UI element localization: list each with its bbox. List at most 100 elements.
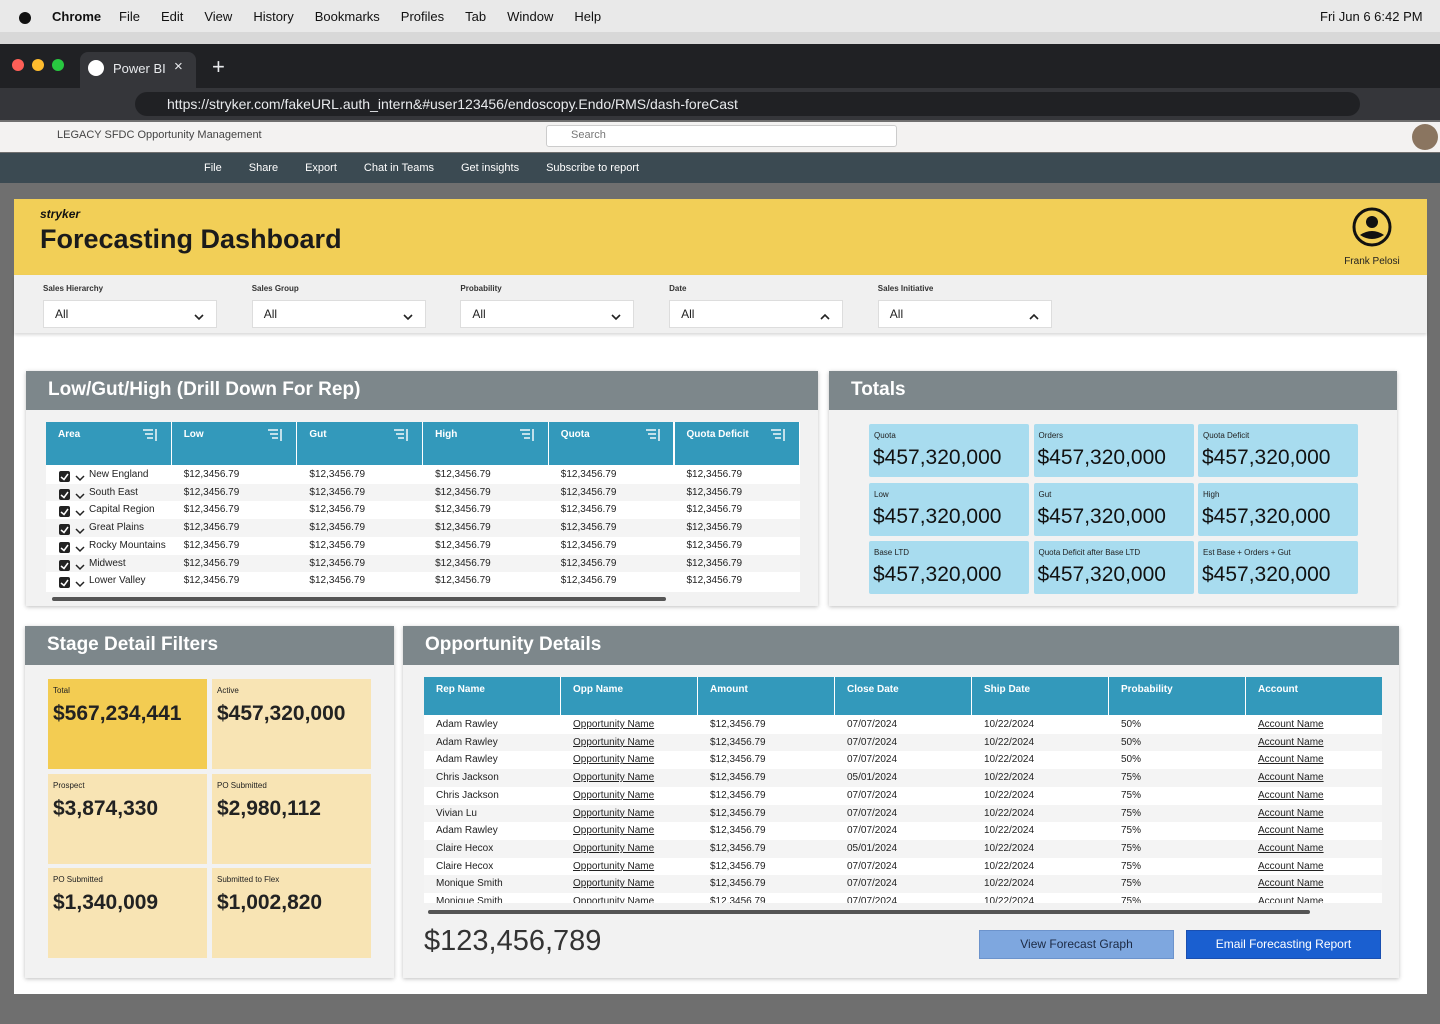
total-value: $457,320,000 — [1202, 504, 1331, 528]
expand-chevron[interactable] — [75, 523, 85, 535]
opp-cell: Adam Rawley — [436, 719, 498, 730]
stage-card[interactable] — [212, 773, 371, 864]
opp-row: Adam Rawley Opportunity Name $12,3456.79 07… — [424, 822, 1382, 840]
panel-title: Totals — [851, 379, 906, 400]
sort-icon[interactable] — [267, 427, 283, 443]
opp-link[interactable]: Opportunity Name — [573, 754, 655, 766]
row-checkbox[interactable] — [59, 575, 70, 589]
opp-row: Claire Hecox Opportunity Name $12,3456.79 0… — [424, 857, 1382, 876]
row-checkbox[interactable] — [59, 487, 70, 500]
cell-value: $12,3456.79 — [183, 575, 240, 587]
row-checkbox[interactable] — [59, 504, 70, 518]
toolbar-item[interactable]: Subscribe to report — [546, 162, 640, 174]
opp-link[interactable]: Account Name — [1258, 789, 1324, 801]
expand-chevron[interactable] — [75, 559, 85, 570]
opp-link[interactable]: Account Name — [1258, 719, 1324, 730]
cell-value: $12,3456.79 — [183, 522, 240, 534]
opp-link[interactable]: Opportunity Name — [573, 896, 655, 903]
opp-link[interactable]: Account Name — [1258, 860, 1324, 872]
toolbar-item[interactable]: Share — [248, 162, 279, 174]
filter-dropdown[interactable] — [877, 300, 1052, 328]
sort-icon[interactable] — [142, 427, 158, 443]
toolbar-item[interactable]: Get insights — [461, 162, 520, 174]
opp-link[interactable]: Opportunity Name — [573, 736, 655, 748]
column-header — [972, 677, 1108, 715]
menu-item[interactable]: View — [204, 9, 233, 24]
menu-item[interactable]: Help — [574, 9, 602, 24]
tab-title[interactable]: Power BI — [113, 61, 166, 76]
action-button[interactable] — [979, 930, 1174, 959]
opp-link[interactable]: Opportunity Name — [573, 719, 655, 730]
sort-icon[interactable] — [645, 427, 661, 443]
filter-dropdown[interactable] — [669, 300, 844, 328]
action-button[interactable] — [1186, 930, 1381, 959]
opp-cell: 75% — [1121, 878, 1142, 890]
opp-link[interactable]: Account Name — [1258, 754, 1324, 766]
row-checkbox[interactable] — [59, 522, 70, 536]
opp-link[interactable]: Opportunity Name — [573, 789, 655, 801]
menu-item[interactable]: Tab — [465, 9, 487, 24]
opp-cell: $12,3456.79 — [710, 754, 766, 766]
opp-link[interactable]: Account Name — [1258, 842, 1324, 854]
row-checkbox[interactable] — [59, 540, 70, 553]
menu-item[interactable]: Bookmarks — [314, 9, 380, 24]
filter-dropdown[interactable] — [43, 300, 217, 328]
tab-close[interactable]: × — [174, 58, 183, 75]
button-label[interactable]: Email Forecasting Report — [1215, 937, 1352, 951]
opp-cell: 50% — [1121, 754, 1142, 766]
apple-icon[interactable] — [18, 8, 32, 24]
app-title[interactable]: LEGACY SFDC Opportunity Management — [57, 129, 262, 141]
new-tab[interactable]: + — [212, 54, 225, 79]
expand-chevron[interactable] — [75, 470, 85, 482]
menu-item[interactable]: File — [119, 9, 140, 24]
toolbar-item[interactable]: Export — [305, 162, 337, 174]
expand-chevron[interactable] — [75, 505, 85, 517]
opp-link[interactable]: Opportunity Name — [573, 842, 655, 854]
stage-value: $1,340,009 — [53, 891, 159, 914]
toolbar-item[interactable]: File — [204, 162, 222, 174]
sort-icon[interactable] — [393, 427, 409, 443]
opp-link[interactable]: Account Name — [1258, 736, 1324, 748]
opp-link[interactable]: Opportunity Name — [573, 825, 655, 837]
column-title: Probability — [1121, 684, 1173, 695]
sort-icon[interactable] — [770, 427, 786, 443]
row-checkbox-glyph — [59, 488, 70, 500]
filter-dropdown[interactable] — [251, 300, 426, 328]
opp-link[interactable]: Opportunity Name — [573, 860, 655, 872]
menu-item[interactable]: Window — [507, 9, 554, 24]
menu-app[interactable]: Chrome — [52, 9, 102, 24]
stage-card[interactable] — [212, 679, 371, 769]
opp-link[interactable]: Account Name — [1258, 772, 1324, 784]
stage-card[interactable] — [48, 773, 207, 864]
opp-cell: 75% — [1121, 772, 1142, 784]
opp-link[interactable]: Account Name — [1258, 825, 1324, 837]
menu-item[interactable]: History — [253, 9, 294, 24]
opp-link[interactable]: Account Name — [1258, 807, 1324, 819]
opp-link[interactable]: Opportunity Name — [573, 807, 655, 819]
opp-link[interactable]: Opportunity Name — [573, 878, 655, 890]
sort-icon[interactable] — [519, 427, 535, 443]
stage-card[interactable] — [212, 868, 371, 958]
row-checkbox[interactable] — [59, 558, 70, 571]
opp-link[interactable]: Opportunity Name — [573, 772, 655, 784]
row-checkbox[interactable] — [59, 469, 70, 482]
toolbar-item[interactable]: Chat in Teams — [363, 162, 434, 174]
filter-dropdown[interactable] — [460, 300, 635, 328]
opp-cell: 10/22/2024 — [984, 719, 1035, 730]
opp-row: Adam Rawley Opportunity Name $12,3456.79 07… — [424, 751, 1382, 770]
expand-chevron[interactable] — [75, 576, 85, 588]
dashboard-title: Forecasting Dashboard — [40, 224, 342, 254]
opp-cell: Claire Hecox — [436, 860, 494, 872]
stage-card[interactable] — [48, 679, 207, 769]
opp-link[interactable]: Account Name — [1258, 896, 1324, 903]
stage-card[interactable] — [48, 868, 207, 958]
expand-chevron[interactable] — [75, 541, 85, 552]
url[interactable]: https://stryker.com/fakeURL.auth_intern&… — [167, 96, 738, 112]
menu-item[interactable]: Edit — [160, 9, 184, 24]
opp-link[interactable]: Account Name — [1258, 878, 1324, 890]
expand-chevron[interactable] — [75, 488, 85, 499]
button-label[interactable]: View Forecast Graph — [1020, 937, 1133, 951]
user-avatar[interactable] — [1352, 207, 1392, 247]
menu-item[interactable]: Profiles — [400, 9, 445, 24]
search-placeholder[interactable]: Search — [571, 129, 606, 141]
